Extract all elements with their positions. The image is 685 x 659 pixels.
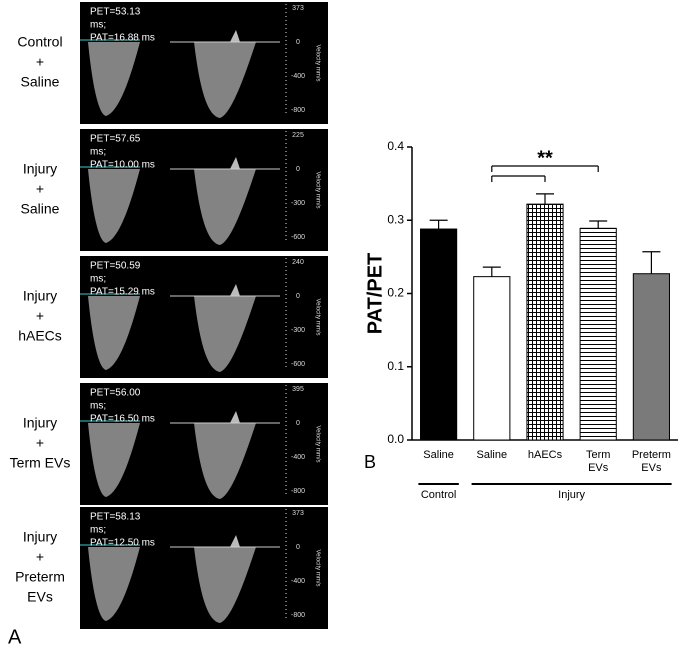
measurement: PAT=16.88 ms: [90, 33, 155, 44]
scale-label: -800: [291, 107, 305, 114]
row-label: +: [36, 181, 44, 197]
panel-label: A: [8, 626, 22, 648]
bar: [632, 273, 670, 441]
scale-label: -800: [291, 488, 305, 495]
scale-label: -400: [291, 73, 305, 80]
doppler-image: PET=53.13 ms; PAT=16.88 ms 373 0 -400 -800 Velo…: [80, 2, 328, 124]
scale-label: -600: [291, 234, 305, 241]
waveform: [84, 169, 140, 243]
measurement: PAT=12.50 ms: [90, 538, 155, 549]
scale-label: -300: [291, 327, 305, 334]
x-tick-label: hAECs: [528, 449, 563, 461]
waveform-peak: [230, 157, 240, 169]
waveform-peak: [230, 411, 240, 423]
scale-label: 0: [296, 166, 300, 173]
measurement: ms;: [90, 525, 106, 536]
row-label: Saline: [21, 201, 60, 217]
measurement: PAT=10.00 ms: [90, 160, 155, 171]
scale-label: 373: [292, 510, 304, 517]
scale-label: 0: [296, 420, 300, 427]
measurement: ms;: [90, 147, 106, 158]
scale-label: -800: [291, 612, 305, 619]
waveform: [188, 42, 256, 118]
measurement: ms;: [90, 20, 106, 31]
waveform: [188, 423, 256, 499]
scale-label: 240: [292, 259, 304, 266]
doppler-image: PET=57.65 ms; PAT=10.00 ms 225 0 -300 -600 Velo…: [80, 129, 328, 251]
x-tick-label: Term EVs: [586, 449, 610, 474]
scale-title: Velocity mm/s: [314, 425, 320, 462]
row-label: Control: [17, 34, 62, 50]
doppler-image: PET=50.59 ms; PAT=15.29 ms 240 0 -300 -600 Velo…: [80, 256, 328, 378]
scale-label: -400: [291, 578, 305, 585]
measurement: PET=50.59: [90, 261, 141, 272]
row-label: Injury: [23, 415, 57, 431]
waveform: [84, 42, 140, 116]
waveform-peak: [230, 30, 240, 42]
significance-label: **: [537, 147, 553, 169]
doppler-image: PET=58.13 ms; PAT=12.50 ms 373 0 -400 -800 Velo…: [80, 507, 328, 629]
measurement: ms;: [90, 401, 106, 412]
row-label: +: [36, 435, 44, 451]
scale-label: 0: [296, 293, 300, 300]
measurement: PAT=15.29 ms: [90, 287, 155, 298]
waveform: [84, 423, 140, 497]
measurement: PET=53.13: [90, 7, 141, 18]
scale-title: Velocity mm/s: [314, 549, 320, 586]
y-tick-label: 0.2: [387, 286, 404, 300]
panel-label: B: [364, 452, 376, 472]
measurement: PAT=16.50 ms: [90, 414, 155, 425]
row-label: +: [36, 308, 44, 324]
scale-label: 225: [292, 132, 304, 139]
y-tick-label: 0.1: [387, 359, 404, 373]
scale-title: Velocity mm/s: [314, 171, 320, 208]
waveform: [188, 547, 256, 623]
row-label: Term EVs: [10, 455, 71, 471]
x-tick-label: Preterm EVs: [632, 449, 671, 474]
bar: [473, 276, 511, 441]
row-label: Saline: [21, 74, 60, 90]
row-label: Injury: [23, 288, 57, 304]
waveform: [188, 296, 256, 372]
y-tick-label: 0.3: [387, 212, 404, 226]
scale-title: Velocity mm/s: [314, 298, 320, 335]
measurement: PET=57.65: [90, 134, 141, 145]
waveform-peak: [230, 535, 240, 547]
waveform: [84, 296, 140, 370]
x-tick-label: Saline: [423, 449, 454, 461]
y-tick-label: 0.4: [387, 139, 404, 153]
scale-label: -300: [291, 200, 305, 207]
bar: [526, 203, 564, 441]
scale-label: 0: [296, 544, 300, 551]
measurement: PET=56.00: [90, 388, 141, 399]
waveform-peak: [230, 284, 240, 296]
scale-label: -400: [291, 454, 305, 461]
scale-label: -600: [291, 361, 305, 368]
row-label: EVs: [27, 589, 53, 605]
scale-label: 373: [292, 5, 304, 12]
row-label: +: [36, 54, 44, 70]
measurement: ms;: [90, 274, 106, 285]
row-label: +: [36, 549, 44, 565]
scale-title: Velocity mm/s: [314, 44, 320, 81]
group-label: Control: [421, 489, 456, 501]
scale-label: 0: [296, 39, 300, 46]
waveform: [84, 547, 140, 621]
row-label: Injury: [23, 529, 57, 545]
group-label: Injury: [558, 489, 585, 501]
bar: [579, 227, 617, 441]
y-tick-label: 0.0: [387, 432, 404, 446]
bar: [420, 228, 458, 441]
scale-label: 395: [292, 386, 304, 393]
measurement: PET=58.13: [90, 512, 141, 523]
row-label: Preterm: [15, 569, 65, 585]
row-label: hAECs: [18, 328, 62, 344]
row-label: Injury: [23, 161, 57, 177]
y-axis-label: PAT/PET: [364, 253, 386, 334]
waveform: [188, 169, 256, 245]
doppler-image: PET=56.00 ms; PAT=16.50 ms 395 0 -400 -800 Velo…: [80, 383, 328, 505]
x-tick-label: Saline: [477, 449, 508, 461]
